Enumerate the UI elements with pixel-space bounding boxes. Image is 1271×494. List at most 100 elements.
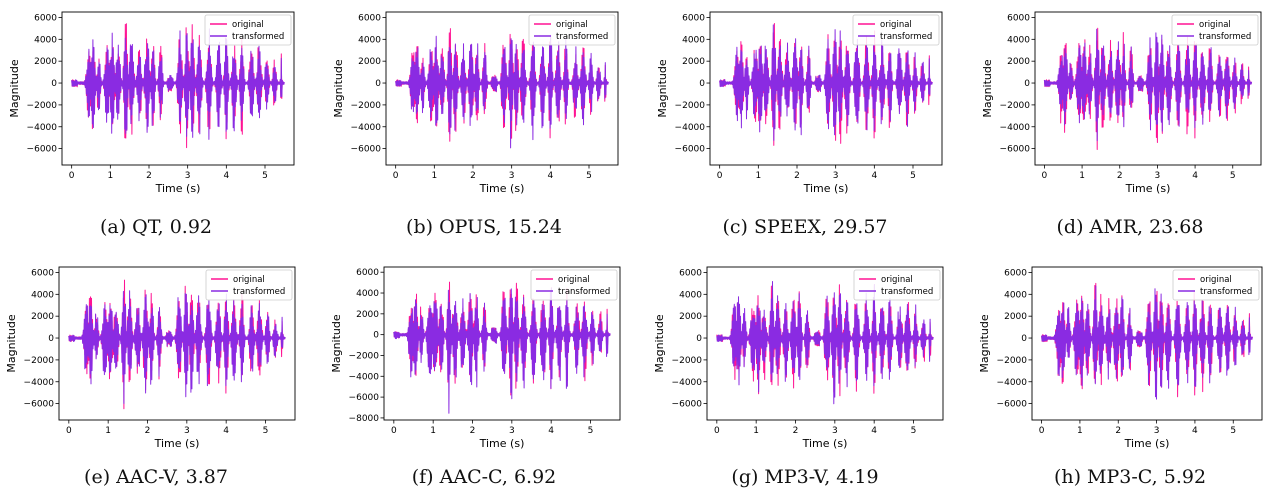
legend-box-f <box>530 269 618 301</box>
y-tick-label-e-2: −2000 <box>24 356 55 366</box>
x-tick-label-f-0: 0 <box>391 426 397 436</box>
y-tick-label-e-4: 2000 <box>31 312 54 322</box>
x-tick-label-e-0: 0 <box>66 426 72 436</box>
y-tick-label-g-1: −4000 <box>672 378 703 388</box>
y-axis-label-e: Magnitude <box>5 314 18 373</box>
caption-e: (e) AAC-V, 3.87 <box>84 466 228 488</box>
series-transformed-b <box>395 35 609 149</box>
caption-h: (h) MP3-C, 5.92 <box>1053 466 1207 488</box>
chart-g: 0 1 2 3 4 5 −6000 −4000 −2000 0 2000 4000 6000 Time (… <box>653 266 944 450</box>
legend-h: original transformed <box>1172 269 1260 301</box>
x-tick-label-a-1: 1 <box>107 171 113 181</box>
legend-box-c <box>852 14 940 46</box>
y-tick-label-f-4: 0 <box>373 331 379 341</box>
x-tick-label-d-3: 3 <box>1155 171 1161 181</box>
y-tick-label-f-5: 2000 <box>356 310 379 320</box>
legend-label-original-f: original <box>558 275 590 285</box>
x-axis-label-d: Time (s) <box>1125 182 1171 195</box>
legend-label-transformed-g: transformed <box>881 287 933 297</box>
series-transformed-f <box>393 287 611 414</box>
legend-label-transformed-c: transformed <box>880 32 932 42</box>
y-tick-label-b-5: 4000 <box>358 35 381 45</box>
y-tick-label-a-0: −6000 <box>27 145 58 155</box>
x-tick-label-c-2: 2 <box>794 171 800 181</box>
x-tick-label-h-5: 5 <box>1230 426 1236 436</box>
x-tick-label-a-5: 5 <box>262 171 268 181</box>
y-tick-label-g-5: 4000 <box>679 290 702 300</box>
x-tick-label-h-0: 0 <box>1039 426 1045 436</box>
y-tick-label-g-0: −6000 <box>672 400 703 410</box>
x-tick-label-b-2: 2 <box>470 171 476 181</box>
series-transformed-g <box>716 281 934 405</box>
y-tick-label-a-5: 4000 <box>34 35 57 45</box>
y-tick-label-h-1: −4000 <box>997 378 1028 388</box>
y-tick-label-d-4: 2000 <box>1007 57 1030 67</box>
legend-label-original-g: original <box>881 275 913 285</box>
y-tick-label-a-6: 6000 <box>34 13 57 23</box>
x-axis-label-f: Time (s) <box>479 437 525 450</box>
chart-c: 0 1 2 3 4 5 −6000 −4000 −2000 0 2000 4000 6000 Time (… <box>656 11 943 195</box>
legend-box-d <box>1171 14 1259 46</box>
y-tick-label-b-1: −4000 <box>351 123 382 133</box>
legend-label-original-d: original <box>1199 20 1231 30</box>
y-tick-label-a-1: −4000 <box>27 123 58 133</box>
legend-label-transformed-f: transformed <box>558 287 610 297</box>
x-tick-label-a-3: 3 <box>185 171 191 181</box>
series-original-g <box>716 284 934 397</box>
caption-g: (g) MP3-V, 4.19 <box>731 466 879 488</box>
chart-h: 0 1 2 3 4 5 −6000 −4000 −2000 0 2000 4000 6000 Time (… <box>978 266 1263 450</box>
legend-e: original transformed <box>205 269 293 301</box>
series-transformed-c <box>719 24 933 141</box>
caption-f: (f) AAC-C, 6.92 <box>411 466 557 488</box>
y-tick-label-d-1: −4000 <box>1000 123 1031 133</box>
x-tick-label-b-1: 1 <box>431 171 437 181</box>
caption-c: (c) SPEEX, 29.57 <box>722 216 888 238</box>
chart-d: 0 1 2 3 4 5 −6000 −4000 −2000 0 2000 4000 6000 Time (… <box>981 11 1262 195</box>
series-original-d <box>1043 27 1253 150</box>
x-tick-label-h-2: 2 <box>1115 426 1121 436</box>
x-tick-label-e-1: 1 <box>105 426 111 436</box>
x-tick-label-b-4: 4 <box>547 171 553 181</box>
x-tick-label-g-0: 0 <box>714 426 720 436</box>
x-tick-label-e-4: 4 <box>223 426 229 436</box>
y-tick-label-e-3: 0 <box>48 334 54 344</box>
y-tick-label-e-1: −4000 <box>24 378 55 388</box>
legend-a: original transformed <box>204 14 292 46</box>
y-tick-label-e-6: 6000 <box>31 268 54 278</box>
legend-label-original-e: original <box>233 275 265 285</box>
y-tick-label-h-2: −2000 <box>997 356 1028 366</box>
chart-a: 0 1 2 3 4 5 −6000 −4000 −2000 0 2000 4000 6000 Time (… <box>8 11 295 195</box>
y-tick-label-d-2: −2000 <box>1000 101 1031 111</box>
legend-f: original transformed <box>530 269 618 301</box>
y-tick-label-b-2: −2000 <box>351 101 382 111</box>
x-tick-label-d-5: 5 <box>1230 171 1236 181</box>
y-tick-label-e-0: −6000 <box>24 400 55 410</box>
x-axis-label-c: Time (s) <box>803 182 849 195</box>
y-axis-label-d: Magnitude <box>981 59 994 118</box>
y-tick-label-c-2: −2000 <box>675 101 706 111</box>
y-tick-label-c-1: −4000 <box>675 123 706 133</box>
x-tick-label-d-1: 1 <box>1079 171 1085 181</box>
legend-g: original transformed <box>853 269 941 301</box>
y-tick-label-a-4: 2000 <box>34 57 57 67</box>
legend-box-g <box>853 269 941 301</box>
series-original-a <box>71 23 285 149</box>
y-tick-label-f-0: −8000 <box>349 414 380 424</box>
legend-b: original transformed <box>528 14 616 46</box>
x-tick-label-c-4: 4 <box>871 171 877 181</box>
y-tick-label-c-6: 6000 <box>682 13 705 23</box>
x-tick-label-c-1: 1 <box>755 171 761 181</box>
legend-label-transformed-a: transformed <box>232 32 284 42</box>
y-tick-label-b-4: 2000 <box>358 57 381 67</box>
x-tick-label-e-3: 3 <box>184 426 190 436</box>
y-tick-label-h-6: 6000 <box>1004 268 1027 278</box>
y-tick-label-f-7: 6000 <box>356 268 379 278</box>
x-tick-label-e-5: 5 <box>263 426 269 436</box>
x-tick-label-d-0: 0 <box>1042 171 1048 181</box>
x-tick-label-f-3: 3 <box>509 426 515 436</box>
x-axis-label-b: Time (s) <box>479 182 525 195</box>
legend-label-transformed-h: transformed <box>1200 287 1252 297</box>
x-tick-label-b-3: 3 <box>509 171 515 181</box>
x-tick-label-g-4: 4 <box>871 426 877 436</box>
